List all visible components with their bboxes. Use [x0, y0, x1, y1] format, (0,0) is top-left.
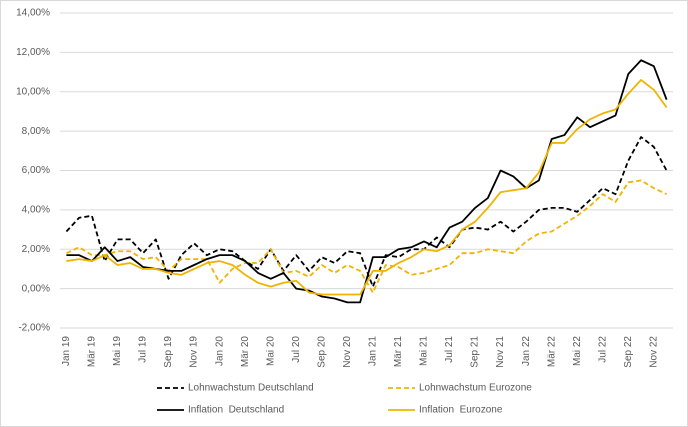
x-tick-label: Nov 22 [648, 336, 659, 368]
x-tick-label: Jul 22 [597, 336, 608, 363]
legend-label: Inflation Eurozone [419, 405, 503, 416]
x-tick-label: Mai 20 [265, 336, 276, 366]
x-tick-label: Sep 20 [316, 336, 327, 368]
x-tick-label: Jul 19 [138, 336, 149, 363]
x-tick-label: Mär 21 [393, 336, 404, 368]
x-tick-label: Jan 20 [214, 336, 225, 366]
x-tick-label: Jul 21 [444, 336, 455, 363]
x-tick-label: Mär 20 [240, 336, 251, 368]
y-tick-label: 0,00% [22, 283, 50, 294]
legend-label: Lohnwachstum Eurozone [419, 383, 532, 394]
x-tick-label: Sep 22 [623, 336, 634, 368]
y-tick-label: -2,00% [18, 323, 50, 334]
x-tick-label: Jan 22 [521, 336, 532, 366]
x-tick-label: Sep 19 [163, 336, 174, 368]
x-tick-label: Mär 22 [546, 336, 557, 368]
y-tick-label: 6,00% [22, 165, 50, 176]
legend-label: Lohnwachstum Deutschland [188, 383, 314, 394]
x-tick-label: Mai 21 [419, 336, 430, 366]
x-tick-label: Jul 20 [291, 336, 302, 363]
y-tick-label: 10,00% [16, 86, 50, 97]
series-line [66, 59, 668, 304]
x-tick-label: Mär 19 [87, 336, 98, 368]
x-tick-label: Nov 20 [342, 336, 353, 368]
series-line [66, 79, 668, 296]
x-tick-label: Mai 19 [112, 336, 123, 366]
y-tick-label: 14,00% [16, 8, 50, 19]
y-tick-label: 8,00% [22, 126, 50, 137]
x-tick-label: Nov 21 [495, 336, 506, 368]
x-tick-label: Nov 19 [189, 336, 200, 368]
y-tick-label: 12,00% [16, 47, 50, 58]
x-tick-label: Jan 19 [61, 336, 72, 366]
y-tick-label: 4,00% [22, 205, 50, 216]
x-tick-label: Mai 22 [572, 336, 583, 366]
x-tick-label: Jan 21 [368, 336, 379, 366]
x-tick-label: Sep 21 [470, 336, 481, 368]
legend-label: Inflation Deutschland [188, 405, 284, 416]
y-tick-label: 2,00% [22, 244, 50, 255]
